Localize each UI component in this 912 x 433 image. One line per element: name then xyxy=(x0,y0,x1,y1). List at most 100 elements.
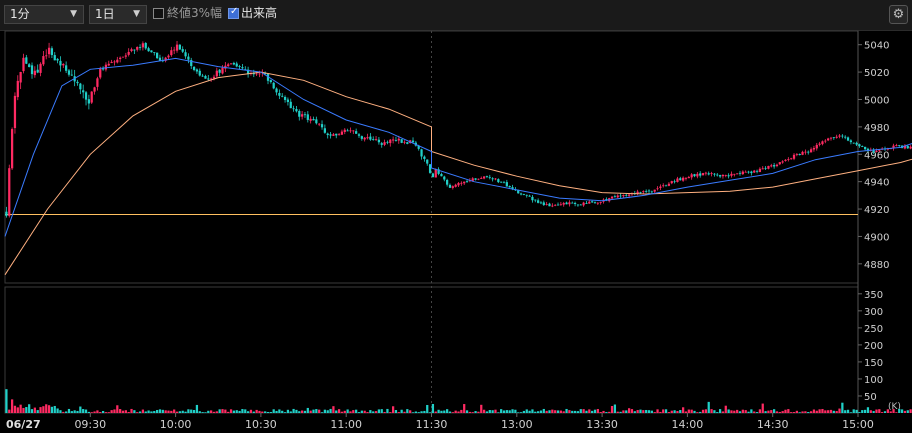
volume-bar xyxy=(585,410,588,413)
y-tick-label: 5020 xyxy=(864,68,889,79)
candle-body xyxy=(824,140,827,142)
volume-bar xyxy=(201,412,204,413)
volume-bar xyxy=(389,412,392,413)
range-select-value: 1日 xyxy=(95,7,115,21)
volume-bar xyxy=(47,405,51,413)
volume-bar xyxy=(701,409,705,413)
candle-body xyxy=(525,194,528,196)
volume-bar xyxy=(724,405,727,413)
candle-body xyxy=(474,178,477,180)
candle-body xyxy=(585,203,588,204)
candle-body xyxy=(332,134,335,136)
volume-checkbox[interactable] xyxy=(228,6,239,19)
volume-bar xyxy=(844,410,847,413)
volume-bar xyxy=(730,410,733,413)
candle-body xyxy=(312,118,315,121)
candle-body xyxy=(844,136,847,138)
volume-bar xyxy=(238,410,241,413)
volume-bar xyxy=(522,410,526,413)
volume-bar xyxy=(426,404,429,413)
candle-body xyxy=(198,70,201,76)
candle-body xyxy=(357,134,361,136)
candle-body xyxy=(127,51,130,55)
volume-bar xyxy=(872,411,875,413)
candle-body xyxy=(511,187,514,190)
volume-bar xyxy=(639,409,642,413)
volume-bar xyxy=(383,411,386,413)
candle-body xyxy=(340,131,344,135)
volume-bar xyxy=(588,409,591,413)
volume-bar xyxy=(775,411,779,413)
volume-bar xyxy=(332,406,335,413)
volume-tick-label: 200 xyxy=(864,341,883,352)
volume-bar xyxy=(190,409,193,413)
volume-bar xyxy=(886,409,889,413)
volume-bar xyxy=(451,412,454,413)
volume-bar xyxy=(16,407,19,413)
volume-bar xyxy=(340,411,344,413)
candle-body xyxy=(184,52,187,57)
candle-body xyxy=(898,145,901,146)
volume-bar xyxy=(610,406,614,413)
candle-body xyxy=(790,158,793,160)
volume-bar xyxy=(755,412,759,413)
candle-body xyxy=(141,43,145,48)
volume-bar xyxy=(491,410,494,413)
x-tick-label: 09:30 xyxy=(74,418,106,431)
volume-bar xyxy=(187,409,190,413)
candle-body xyxy=(565,202,568,205)
volume-bar xyxy=(821,408,824,413)
candle-body xyxy=(653,189,656,192)
candle-body xyxy=(679,178,682,181)
candle-body xyxy=(528,195,531,197)
interval-select-value: 1分 xyxy=(10,7,30,21)
volume-bar xyxy=(502,410,506,413)
candle-body xyxy=(389,139,392,144)
volume-bar xyxy=(471,412,474,413)
volume-bar xyxy=(727,409,730,413)
volume-bar xyxy=(446,409,449,413)
candle-body xyxy=(710,173,713,175)
volume-bar xyxy=(591,410,594,413)
candle-body xyxy=(153,52,156,54)
candle-body xyxy=(591,201,594,203)
volume-bar xyxy=(210,410,213,413)
volume-bar xyxy=(246,411,250,413)
volume-bar xyxy=(895,412,898,413)
volume-bar xyxy=(423,410,426,413)
candle-body xyxy=(423,156,426,159)
volume-bar xyxy=(286,409,290,413)
interval-select[interactable]: 1分 ▼ xyxy=(4,5,84,24)
candle-body xyxy=(104,64,108,70)
candle-body xyxy=(807,151,810,153)
candle-body xyxy=(465,181,469,182)
candle-body xyxy=(659,186,662,188)
candle-body xyxy=(548,203,551,207)
volume-bar xyxy=(858,412,861,413)
volume-bar xyxy=(315,409,318,413)
volume-bar xyxy=(906,410,909,413)
candle-body xyxy=(147,48,150,52)
candle-body xyxy=(30,65,34,75)
volume-bar xyxy=(380,409,383,413)
candle-body xyxy=(690,174,693,178)
volume-bar xyxy=(636,410,639,413)
volume-bar xyxy=(593,409,597,413)
candle-body xyxy=(119,57,122,59)
volume-bar xyxy=(539,410,543,413)
volume-bar xyxy=(62,411,65,413)
candle-body xyxy=(121,56,125,58)
candle-body xyxy=(329,134,332,136)
candle-body xyxy=(90,91,93,103)
chevron-down-icon: ▼ xyxy=(70,9,77,19)
range-checkbox[interactable] xyxy=(153,8,164,19)
candle-body xyxy=(625,194,628,196)
candle-body xyxy=(767,165,770,169)
candle-body xyxy=(696,173,699,177)
candle-body xyxy=(346,130,349,132)
range-select[interactable]: 1日 ▼ xyxy=(89,5,147,24)
candle-body xyxy=(875,150,878,152)
candle-body xyxy=(616,195,619,198)
gear-icon[interactable]: ⚙ xyxy=(889,5,908,24)
